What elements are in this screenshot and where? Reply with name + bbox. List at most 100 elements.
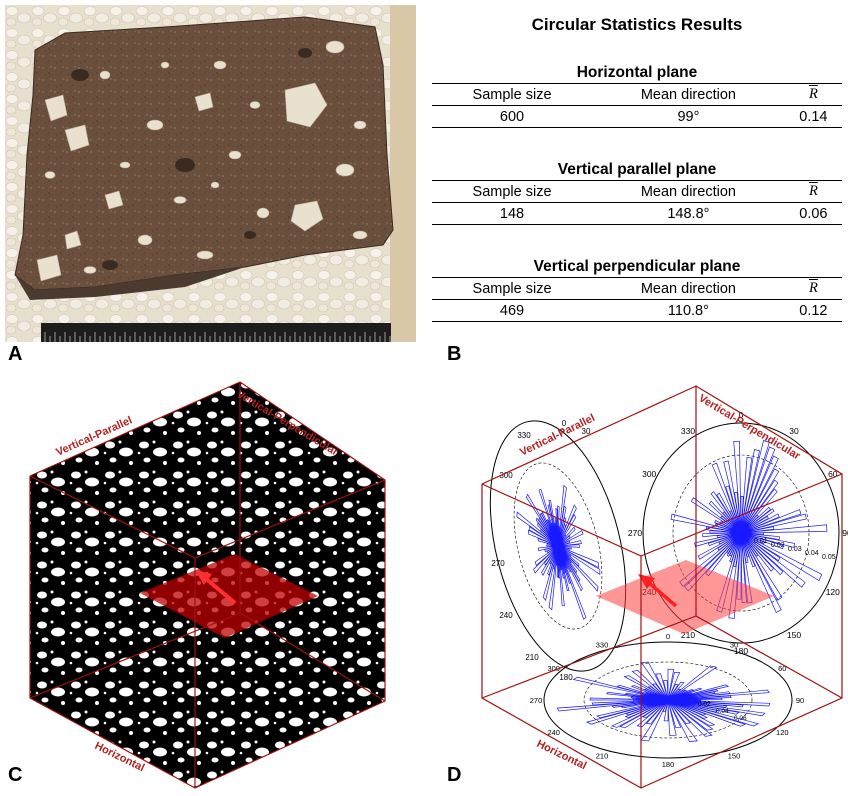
rose-petal <box>557 545 599 569</box>
table-plane-title: Vertical perpendicular plane <box>533 258 741 275</box>
rose-petal <box>694 532 742 547</box>
rose-petal <box>667 689 770 701</box>
rose-petal <box>667 671 681 701</box>
rose-petal <box>740 532 823 582</box>
rose-petal <box>538 488 559 547</box>
rose-petal <box>740 532 784 576</box>
rose-petal <box>557 545 587 620</box>
rose-petal <box>711 462 742 534</box>
rose-petal <box>663 699 669 722</box>
rose-petal <box>655 673 669 701</box>
rose-tick-label: 240 <box>547 728 560 737</box>
col-r-bar: R <box>784 83 842 106</box>
col-sample-size: Sample size <box>432 180 593 203</box>
rock-photo-image <box>5 5 416 342</box>
rose-petal <box>740 532 783 601</box>
rose-petal <box>589 697 669 701</box>
table-plane-title: Vertical parallel plane <box>557 161 717 178</box>
panel-label-c: C <box>8 764 23 786</box>
rose-petal <box>667 699 714 731</box>
rose-petal <box>667 699 766 717</box>
rose-radial-label: 0.02 <box>698 701 711 708</box>
rose-tick-label: 270 <box>530 696 543 705</box>
rose-petal <box>740 532 774 572</box>
horizontal-plane-table: Horizontal plane Sample size Mean direct… <box>432 63 842 128</box>
rose-radial-label: 0.04 <box>716 708 729 715</box>
col-mean-direction: Mean direction <box>592 277 785 300</box>
rose-petal <box>723 460 742 534</box>
rose-petal <box>740 532 781 562</box>
rose-petal <box>556 699 669 712</box>
rose-petal <box>740 440 770 534</box>
rose-petal <box>740 449 761 534</box>
col-sample-size: Sample size <box>432 277 593 300</box>
rose-radial-label: 0.03 <box>788 546 802 553</box>
rose-tick-label: 120 <box>776 728 789 737</box>
rose-petal <box>740 532 796 548</box>
rose-tick-label: 150 <box>728 751 741 760</box>
rose-tick-label: 300 <box>642 469 656 479</box>
rose-petal <box>667 699 677 736</box>
rose-petal <box>670 513 742 534</box>
horizontal-face <box>30 613 385 788</box>
rose-petal <box>557 540 582 547</box>
rose-horizontal: 0 30 60 90 120 150 180 210 240 270 300 330 0.02 0.04… <box>530 632 804 769</box>
rose-tick-label: 150 <box>787 630 801 640</box>
cell-r-bar: 0.14 <box>784 105 842 128</box>
cell-sample-size: 600 <box>432 105 593 128</box>
rose-petal <box>667 699 692 724</box>
rose-radial-label: 0.02 <box>771 542 785 549</box>
measuring-ruler <box>41 323 391 342</box>
binary-cube-svg: Vertical-Parallel Vertical-Perpendicular… <box>29 381 386 789</box>
rose-petal <box>740 468 780 534</box>
col-mean-direction: Mean direction <box>592 83 785 106</box>
cell-r-bar: 0.06 <box>784 202 842 225</box>
rose-petal <box>740 532 806 588</box>
rose-radial-label: 0.01 <box>754 538 768 545</box>
circular-statistics: Circular Statistics Results Horizontal p… <box>432 10 842 322</box>
rose-radial-label: 0.05 <box>822 554 836 561</box>
rose-tick-label: 60 <box>828 469 838 479</box>
rose-petal <box>548 545 559 611</box>
rose-tick-label: 330 <box>596 641 609 650</box>
rose-tick-label: 300 <box>499 471 513 480</box>
arrow-head-icon <box>638 574 655 589</box>
rose-tick-label: 270 <box>628 528 642 538</box>
rose-petal <box>534 545 559 567</box>
rose-petal <box>697 532 742 560</box>
rose-petal <box>740 513 807 534</box>
rose-petal <box>557 545 599 592</box>
rose-tick-label: 120 <box>826 587 840 597</box>
rose-petal <box>667 699 747 727</box>
rose-radial-label: 0.04 <box>805 550 819 557</box>
mean-direction-arrow <box>203 576 237 605</box>
rose-petal <box>557 545 601 576</box>
cell-mean-direction: 99° <box>592 105 785 128</box>
rose-petal <box>557 504 577 547</box>
rose-petal <box>667 699 698 742</box>
rose-petal <box>610 699 669 728</box>
rose-petal <box>640 661 669 701</box>
rose-petal <box>740 524 828 534</box>
rose-tick-label: 330 <box>681 426 695 436</box>
rose-radial-label: 0.06 <box>734 715 747 722</box>
rose-petal <box>541 545 559 576</box>
rose-petal <box>596 699 669 719</box>
rose-petal <box>740 532 782 613</box>
rose-petal <box>740 508 775 534</box>
rose-petal <box>537 545 559 552</box>
vertical-perpendicular-plane-table: Vertical perpendicular plane Sample size… <box>432 257 842 322</box>
rose-petal <box>740 455 779 534</box>
dark-clasts <box>71 48 312 270</box>
rose-petal <box>725 485 742 534</box>
rose-tick-label: 180 <box>734 646 748 656</box>
rose-tick-label: 30 <box>730 641 738 650</box>
rose-petal <box>690 497 742 534</box>
rose-tick-label: 300 <box>547 664 560 673</box>
rose-petal <box>740 532 780 541</box>
cell-sample-size: 469 <box>432 299 593 322</box>
rose-petal <box>740 532 784 550</box>
